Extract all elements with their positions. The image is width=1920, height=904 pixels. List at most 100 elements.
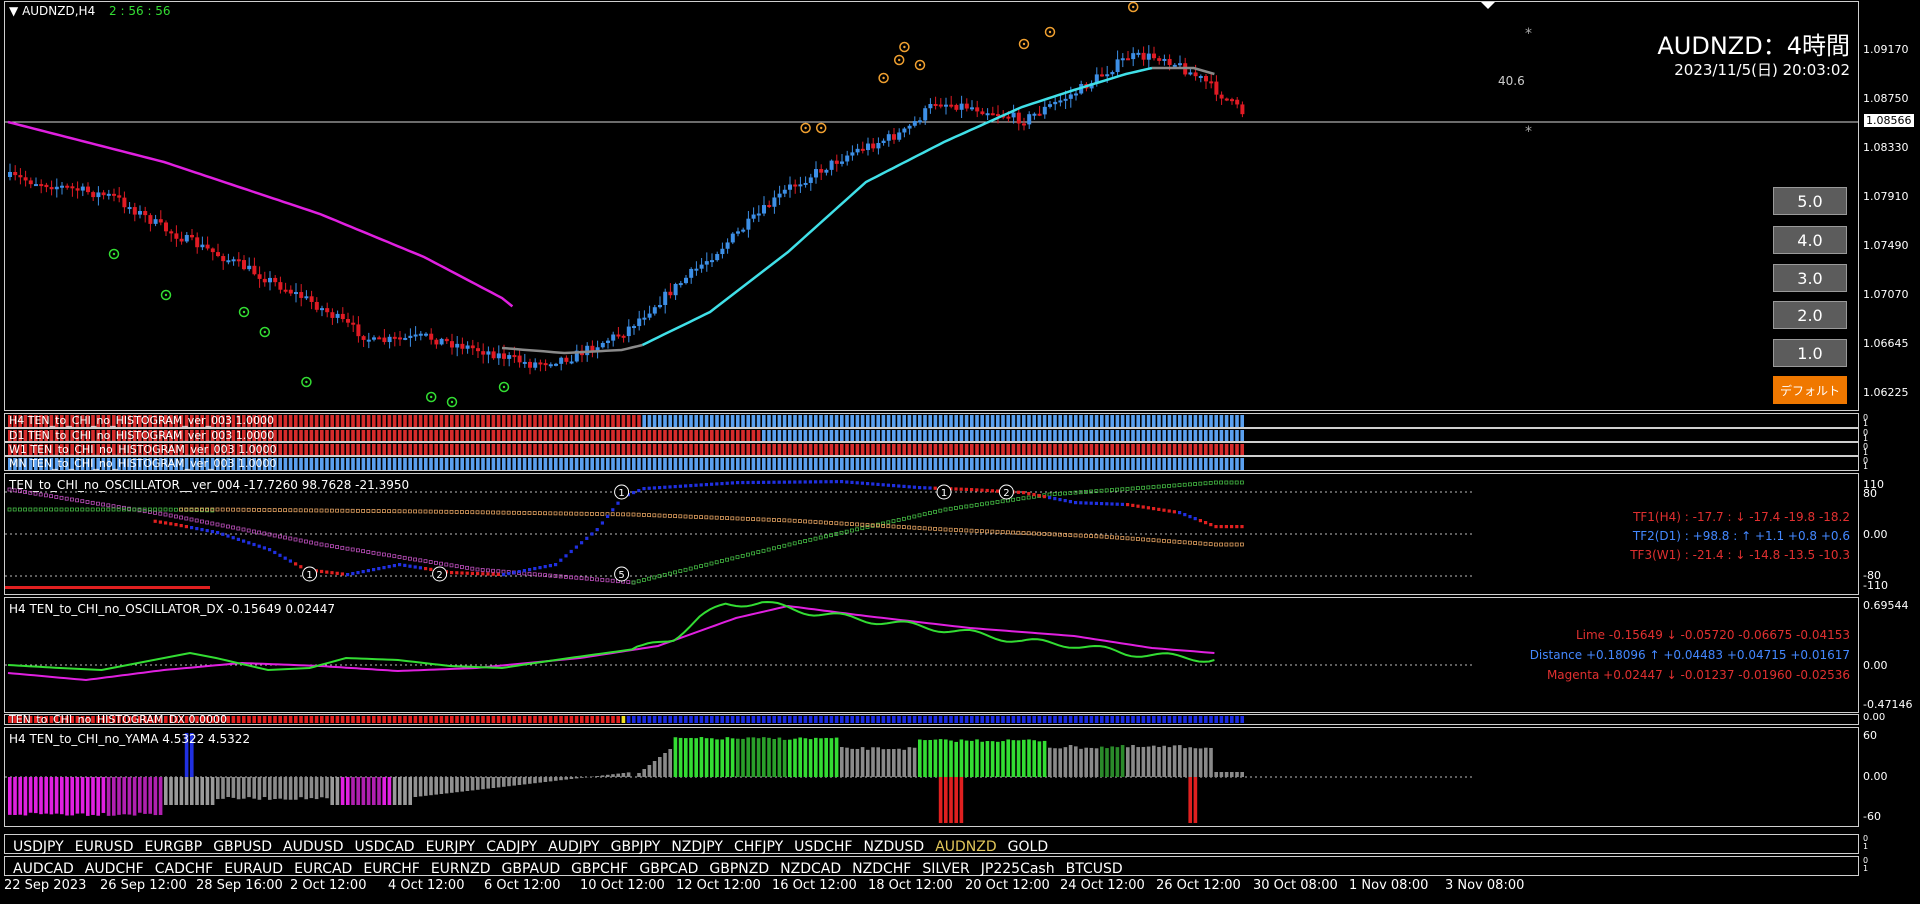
symbol-button-gold[interactable]: GOLD — [1007, 839, 1049, 855]
symbol-button-usdcad[interactable]: USDCAD — [354, 839, 415, 855]
symbol-button-gbpchf[interactable]: GBPCHF — [571, 861, 629, 877]
price-chart-pane[interactable]: ▼ AUDNZD,H4 2 : 56 : 56 AUDNZD：4時間 2023/… — [4, 1, 1859, 411]
symbol-button-audnzd[interactable]: AUDNZD — [935, 839, 997, 855]
symbol-button-gbpnzd[interactable]: GBPNZD — [709, 861, 770, 877]
candle-body — [273, 277, 278, 283]
histogram-bar — [23, 444, 28, 455]
symbol-button-audusd[interactable]: AUDUSD — [283, 839, 344, 855]
histogram-dx-bar — [80, 716, 85, 723]
yama-bar — [860, 747, 865, 777]
histogram-bar — [377, 415, 381, 427]
histogram-bar — [444, 430, 449, 441]
histogram-bar — [1214, 458, 1218, 470]
symbol-button-usdchf[interactable]: USDCHF — [794, 839, 853, 855]
symbol-button-eurgbp[interactable]: EURGBP — [144, 839, 203, 855]
histogram-dx-bar — [715, 716, 719, 723]
histogram-bar — [195, 415, 199, 427]
histogram-bar — [1006, 430, 1010, 441]
histogram-bar — [28, 444, 33, 455]
osc-green-point — [1089, 489, 1093, 494]
symbol-button-eurjpy[interactable]: EURJPY — [425, 839, 476, 855]
symbol-button-jp225cash[interactable]: JP225Cash — [980, 861, 1055, 877]
candle-body — [39, 184, 44, 187]
histogram-dx-bar — [1115, 716, 1120, 723]
histogram-bar — [762, 458, 766, 470]
yama-bar — [8, 777, 12, 815]
yama-bar — [1131, 745, 1135, 777]
symbol-button-euraud[interactable]: EURAUD — [224, 861, 284, 877]
osc-main-point — [1141, 505, 1145, 509]
symbol-button-btcusd[interactable]: BTCUSD — [1065, 861, 1123, 877]
symbol-button-silver[interactable]: SILVER — [922, 861, 970, 877]
default-button[interactable]: デフォルト — [1773, 376, 1847, 404]
histogram-dx-bar — [273, 716, 277, 723]
symbol-button-usdjpy[interactable]: USDJPY — [13, 839, 64, 855]
size-button-5[interactable]: 5.0 — [1773, 187, 1847, 215]
osc-main-point — [881, 483, 885, 487]
yama-bar — [262, 777, 267, 798]
histogram-dx-bar — [652, 716, 657, 723]
osc-green-point — [44, 507, 48, 512]
osc-main-point — [564, 554, 568, 558]
osc-magenta-point — [28, 490, 33, 495]
osc-green-point — [761, 548, 766, 553]
histogram-bar — [689, 430, 693, 441]
histogram-bar — [476, 415, 480, 427]
histogram-dx-bar — [1162, 716, 1166, 723]
symbol-button-eurchf[interactable]: EURCHF — [363, 861, 420, 877]
hist-tick: 0 — [1863, 442, 1869, 451]
symbol-button-gbpcad[interactable]: GBPCAD — [639, 861, 699, 877]
histogram-bar — [694, 415, 698, 427]
histogram-bar — [112, 430, 116, 441]
osc-green-point — [678, 569, 683, 573]
histogram-bar — [782, 458, 787, 470]
symbol-button-gbpaud[interactable]: GBPAUD — [501, 861, 561, 877]
symbol-button-gbpusd[interactable]: GBPUSD — [213, 839, 272, 855]
symbol-button-nzdusd[interactable]: NZDUSD — [863, 839, 925, 855]
histogram-bar — [580, 444, 584, 455]
histogram-bar — [1209, 458, 1213, 470]
candle-body — [538, 362, 543, 365]
histogram-bar — [158, 444, 163, 455]
dx-tick: 0.00 — [1863, 659, 1888, 672]
symbol-button-audjpy[interactable]: AUDJPY — [548, 839, 600, 855]
osc-green-point — [1084, 489, 1088, 494]
candle-body — [1120, 58, 1125, 61]
symbol-button-gbpjpy[interactable]: GBPJPY — [610, 839, 661, 855]
histogram-bar — [1074, 430, 1078, 441]
histogram-bar — [632, 430, 636, 441]
symbol-button-cadjpy[interactable]: CADJPY — [486, 839, 538, 855]
symbol-button-audchf[interactable]: AUDCHF — [84, 861, 144, 877]
symbol-button-nzdjpy[interactable]: NZDJPY — [671, 839, 723, 855]
size-button-1[interactable]: 1.0 — [1773, 339, 1847, 367]
symbol-button-cadchf[interactable]: CADCHF — [154, 861, 214, 877]
symbol-button-chfjpy[interactable]: CHFJPY — [733, 839, 784, 855]
size-button-3[interactable]: 3.0 — [1773, 264, 1847, 292]
yama-bar — [143, 777, 147, 814]
symbol-button-audcad[interactable]: AUDCAD — [13, 861, 74, 877]
yama-bar — [554, 777, 558, 781]
hist-tick: 0 — [1863, 413, 1869, 422]
histogram-bar — [1058, 415, 1062, 427]
osc-orange-point — [813, 520, 818, 524]
candle-body — [923, 108, 928, 121]
size-button-2[interactable]: 2.0 — [1773, 301, 1847, 329]
time-label: 3 Nov 08:00 — [1445, 878, 1525, 893]
histogram-bar — [304, 458, 308, 470]
osc-magenta-point — [101, 502, 105, 507]
symbol-button-eurcad[interactable]: EURCAD — [294, 861, 353, 877]
osc-main-point — [236, 537, 240, 541]
histogram-bar — [938, 444, 943, 455]
histogram-bar — [1183, 415, 1187, 427]
symbol-button-nzdchf[interactable]: NZDCHF — [852, 861, 912, 877]
symbol-button-nzdcad[interactable]: NZDCAD — [780, 861, 842, 877]
collapse-triangle-icon[interactable]: ▼ — [9, 4, 19, 18]
osc-magenta-point — [590, 577, 594, 581]
size-button-4[interactable]: 4.0 — [1773, 226, 1847, 254]
histogram-bar — [798, 430, 802, 441]
candle-body — [434, 339, 439, 345]
symbol-button-eurnzd[interactable]: EURNZD — [430, 861, 491, 877]
yama-bar — [205, 777, 210, 805]
histogram-bar — [892, 415, 896, 427]
symbol-button-eurusd[interactable]: EURUSD — [74, 839, 134, 855]
